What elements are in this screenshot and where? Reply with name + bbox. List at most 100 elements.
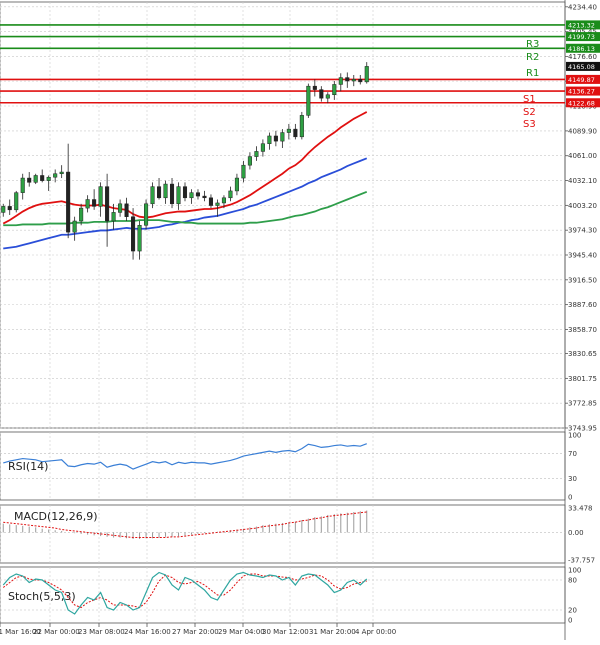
candle-down	[92, 199, 97, 207]
x-tick-label: 4 Apr 00:00	[355, 628, 396, 636]
current-price-label: 4165.08	[568, 63, 595, 71]
candle-down	[131, 216, 136, 252]
candle-down	[7, 206, 12, 211]
level-name-label: R2	[526, 52, 539, 63]
moving-average-line-1	[2, 111, 368, 225]
candle-up	[118, 203, 123, 213]
price-tick-label: 3887.60	[568, 301, 597, 309]
candle-up	[20, 177, 25, 193]
price-tick-label: 3858.70	[568, 326, 597, 334]
price-tick-label: 4089.90	[568, 127, 597, 135]
price-tick-label: 3916.50	[568, 276, 597, 284]
level-tag-s3	[566, 98, 600, 108]
level-value-label: 4136.27	[568, 88, 595, 96]
rsi-tick-label: 70	[568, 450, 577, 458]
candle-up	[176, 186, 181, 205]
macd-signal-line	[3, 511, 367, 539]
level-tag-r2	[566, 32, 600, 42]
rsi-tick-label: 0	[568, 494, 572, 502]
price-tick-label: 4234.40	[568, 3, 597, 11]
candle-down	[27, 177, 32, 183]
candle-up	[137, 225, 142, 252]
level-value-label: 4186.13	[568, 45, 595, 53]
candle-down	[358, 79, 363, 83]
level-name-label: S2	[523, 107, 536, 118]
x-tick-label: 30 Mar 12:00	[262, 628, 309, 636]
rsi-label: RSI(14)	[8, 460, 48, 473]
candle-up	[72, 220, 77, 233]
macd-label: MACD(12,26,9)	[14, 510, 98, 523]
price-tick-label: 4061.00	[568, 152, 597, 160]
candle-up	[267, 135, 272, 144]
candle-up	[85, 199, 90, 209]
level-value-label: 4213.32	[568, 21, 595, 29]
level-value-label: 4122.68	[568, 99, 595, 107]
candle-down	[319, 89, 324, 99]
candle-down	[169, 183, 175, 205]
candle-up	[163, 183, 168, 199]
candle-up	[144, 203, 149, 226]
candle-up	[228, 190, 233, 199]
candle-up	[33, 175, 38, 183]
candle-up	[247, 156, 252, 166]
candle-up	[306, 85, 311, 116]
level-name-label: S1	[523, 94, 536, 105]
candle-up	[221, 197, 226, 204]
candle-up	[189, 192, 194, 199]
candle-up	[299, 115, 304, 138]
candle-up	[111, 212, 116, 222]
x-tick-label: 21 Mar 16:00	[0, 628, 41, 636]
candle-down	[157, 186, 162, 199]
level-name-label: R3	[526, 39, 539, 50]
candle-up	[46, 176, 51, 181]
x-tick-label: 27 Mar 20:00	[172, 628, 219, 636]
stoch-tick-label: 100	[568, 567, 581, 575]
price-tick-label: 3801.75	[568, 375, 597, 383]
candle-up	[351, 79, 356, 82]
candle-down	[293, 128, 298, 138]
x-tick-label: 23 Mar 08:00	[78, 628, 125, 636]
price-tick-label: 4176.60	[568, 53, 597, 61]
candle-up	[79, 207, 84, 222]
candle-down	[124, 203, 129, 217]
candle-up	[150, 186, 155, 205]
candle-down	[40, 175, 45, 181]
level-name-label: R1	[526, 68, 539, 79]
candle-up	[14, 192, 19, 211]
macd-tick-label: -37.757	[568, 557, 595, 565]
price-tick-label: 3945.40	[568, 251, 597, 259]
x-tick-label: 29 Mar 04:00	[218, 628, 265, 636]
panel-frame-rsi	[0, 431, 566, 501]
price-tick-label: 3743.95	[568, 425, 597, 433]
candle-down	[105, 186, 110, 222]
candle-down	[208, 197, 214, 206]
level-tag-s2	[566, 86, 600, 96]
candle-down	[66, 171, 71, 233]
price-tick-label: 3772.85	[568, 400, 597, 408]
price-tick-label: 4032.10	[568, 177, 597, 185]
price-tick-label: 4003.20	[568, 202, 597, 210]
stoch-tick-label: 20	[568, 607, 577, 615]
price-tick-label: 3830.65	[568, 350, 597, 358]
moving-average-line-3	[3, 190, 368, 227]
rsi-tick-label: 100	[568, 432, 581, 440]
candle-down	[202, 195, 207, 199]
x-tick-label: 31 Mar 20:00	[309, 628, 356, 636]
candle-up	[260, 143, 265, 152]
macd-tick-label: 33.478	[568, 505, 593, 513]
panel-frame-stoch	[0, 566, 566, 624]
candle-up	[332, 84, 337, 95]
macd-tick-label: 0.00	[568, 529, 584, 537]
stoch-k-line	[2, 571, 368, 615]
candle-up	[338, 77, 343, 85]
x-tick-label: 24 Mar 16:00	[124, 628, 171, 636]
candle-down	[273, 135, 278, 142]
panel-frame-price	[0, 1, 566, 429]
candle-up	[254, 151, 259, 157]
candle-down	[312, 85, 317, 90]
price-tick-label: 3974.30	[568, 227, 597, 235]
candle-up	[59, 171, 64, 175]
candle-up	[215, 202, 220, 206]
